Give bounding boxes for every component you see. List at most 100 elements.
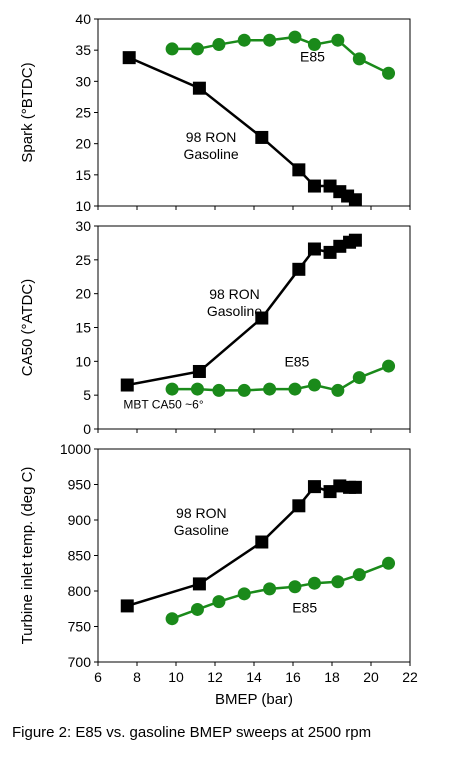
gasoline-data-point xyxy=(255,535,269,549)
e85-data-point xyxy=(190,602,204,616)
x-axis-label: BMEP (bar) xyxy=(215,691,293,708)
x-tick-label: 20 xyxy=(363,669,379,685)
e85-data-point xyxy=(331,383,345,397)
y-tick-label: 10 xyxy=(75,198,91,214)
e85-annotation: E85 xyxy=(284,354,309,370)
gasoline-data-point xyxy=(307,179,321,193)
y-tick-label: 800 xyxy=(68,583,92,599)
e85-data-point xyxy=(263,33,277,47)
gasoline-series-line xyxy=(128,56,356,201)
e85-data-point xyxy=(352,52,366,66)
e85-data-point xyxy=(237,33,251,47)
e85-data-point xyxy=(288,30,302,44)
turbine-inlet-temp-panel: 700 750 800 850 900 950 1000 6 8 10 12 14 16 18 20 22 Tu… xyxy=(19,441,418,708)
e85-annotation: E85 xyxy=(300,48,325,64)
x-tick-label: 8 xyxy=(133,669,141,685)
gasoline-data-point xyxy=(307,242,321,256)
gasoline-data-point xyxy=(192,577,206,591)
y-tick-label: 25 xyxy=(75,105,91,121)
y-tick-label: 30 xyxy=(75,73,91,89)
gasoline-data-point xyxy=(292,262,306,276)
e85-data-point xyxy=(263,382,277,396)
e85-data-point xyxy=(212,595,226,609)
y-axis-label: Turbine inlet temp. (deg C) xyxy=(19,467,36,645)
y-tick-label: 20 xyxy=(75,286,91,302)
gasoline-data-point xyxy=(255,130,269,144)
y-tick-label: 15 xyxy=(75,167,91,183)
e85-series-line xyxy=(172,35,390,75)
gasoline-data-point xyxy=(292,163,306,177)
gasoline-annotation: Gasoline xyxy=(174,522,229,538)
x-tick-label: 16 xyxy=(285,669,301,685)
e85-data-point xyxy=(165,382,179,396)
e85-data-point xyxy=(190,382,204,396)
x-tick-label: 14 xyxy=(246,669,262,685)
plot-frame xyxy=(97,18,411,207)
e85-series-line xyxy=(171,562,390,620)
e85-annotation: E85 xyxy=(292,599,317,615)
gasoline-annotation: 98 RON xyxy=(186,129,237,145)
y-axis-label: Spark (°BTDC) xyxy=(19,62,36,162)
y-tick-label: 900 xyxy=(68,512,92,528)
e85-data-point xyxy=(352,371,366,385)
e85-data-point xyxy=(307,378,321,392)
mbt-annotation: MBT CA50 ~6° xyxy=(123,398,203,412)
e85-data-point xyxy=(237,587,251,601)
e85-data-point xyxy=(382,359,396,373)
gasoline-data-point xyxy=(120,599,134,613)
y-tick-label: 20 xyxy=(75,136,91,152)
e85-data-point xyxy=(331,575,345,589)
y-axis-label: CA50 (°ATDC) xyxy=(19,279,36,376)
e85-data-point xyxy=(382,66,396,80)
y-tick-label: 40 xyxy=(75,11,91,27)
y-tick-label: 30 xyxy=(75,218,91,234)
y-tick-label: 750 xyxy=(68,619,92,635)
e85-data-point xyxy=(165,42,179,56)
gasoline-annotation: Gasoline xyxy=(183,146,238,162)
gasoline-data-point xyxy=(348,193,362,207)
gasoline-data-point xyxy=(255,311,269,325)
y-tick-label: 5 xyxy=(83,387,91,403)
y-tick-label: 950 xyxy=(68,477,92,493)
y-tick-label: 850 xyxy=(68,548,92,564)
gasoline-annotation: Gasoline xyxy=(207,303,262,319)
e85-data-point xyxy=(212,38,226,52)
y-tick-label: 1000 xyxy=(60,441,91,457)
spark-advance-panel: 10 15 20 25 30 35 40 Spark (°BTDC) E85 98 RONGaso… xyxy=(19,11,411,214)
e85-data-point xyxy=(307,576,321,590)
e85-data-point xyxy=(237,383,251,397)
e85-data-point xyxy=(190,42,204,56)
gasoline-data-point xyxy=(348,480,362,494)
e85-data-point xyxy=(288,580,302,594)
y-tick-label: 35 xyxy=(75,42,91,58)
gasoline-annotation: 98 RON xyxy=(209,286,260,302)
gasoline-data-point xyxy=(307,480,321,494)
gasoline-data-point xyxy=(192,364,206,378)
y-tick-label: 0 xyxy=(83,421,91,437)
gasoline-data-point xyxy=(292,499,306,513)
x-tick-label: 22 xyxy=(402,669,418,685)
y-tick-label: 700 xyxy=(68,654,92,670)
gasoline-data-point xyxy=(192,81,206,95)
gasoline-annotation: 98 RON xyxy=(176,505,227,521)
gasoline-data-point xyxy=(348,233,362,247)
x-tick-label: 12 xyxy=(207,669,223,685)
e85-data-point xyxy=(212,383,226,397)
e85-data-point xyxy=(165,612,179,626)
e85-series-line xyxy=(172,364,390,392)
e85-data-point xyxy=(288,382,302,396)
x-tick-label: 10 xyxy=(168,669,184,685)
x-tick-label: 18 xyxy=(324,669,340,685)
plot-frame xyxy=(97,448,411,663)
e85-data-point xyxy=(352,568,366,582)
gasoline-series-line xyxy=(126,484,356,608)
x-tick-label: 6 xyxy=(94,669,102,685)
e85-data-point xyxy=(307,38,321,52)
y-tick-label: 25 xyxy=(75,252,91,268)
e85-data-point xyxy=(382,556,396,570)
y-tick-label: 15 xyxy=(75,320,91,336)
e85-data-point xyxy=(263,582,277,596)
e85-data-point xyxy=(331,33,345,47)
gasoline-data-point xyxy=(122,51,136,65)
